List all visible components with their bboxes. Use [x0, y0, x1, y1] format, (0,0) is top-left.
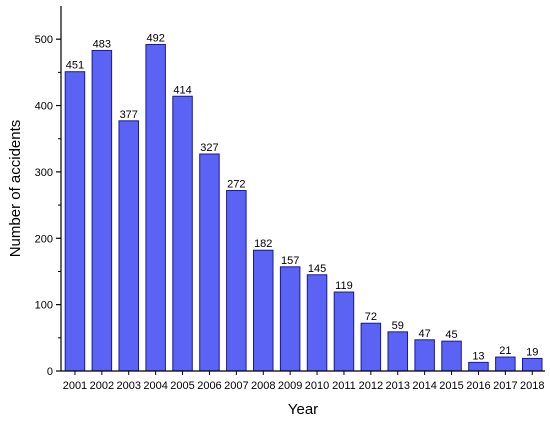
data-label-2013: 59 — [392, 320, 404, 332]
data-label-2004: 492 — [146, 32, 164, 44]
x-tick-label-2011: 2011 — [332, 380, 356, 392]
data-label-2006: 327 — [200, 142, 218, 154]
x-tick-label-2005: 2005 — [170, 380, 194, 392]
x-tick-label-2015: 2015 — [439, 380, 463, 392]
x-tick-label-2008: 2008 — [251, 380, 275, 392]
y-tick-label: 400 — [35, 101, 53, 113]
data-label-2012: 72 — [365, 311, 377, 323]
data-label-2015: 45 — [445, 329, 457, 341]
bar-2004 — [145, 43, 166, 372]
data-label-2018: 19 — [526, 346, 538, 358]
x-tick-label-2003: 2003 — [117, 380, 141, 392]
x-axis-title: Year — [288, 401, 318, 418]
bar-2016 — [468, 361, 489, 372]
bar-2003 — [118, 120, 139, 372]
data-label-2005: 414 — [173, 84, 191, 96]
bar-2017 — [495, 356, 516, 372]
data-label-2008: 182 — [254, 238, 272, 250]
bar-2006 — [199, 153, 220, 372]
x-tick-label-2012: 2012 — [359, 380, 383, 392]
data-label-2007: 272 — [227, 178, 245, 190]
x-tick-label-2004: 2004 — [143, 380, 167, 392]
data-label-2009: 157 — [281, 255, 299, 267]
data-label-2014: 47 — [419, 328, 431, 340]
x-tick-label-2010: 2010 — [305, 380, 329, 392]
x-tick-label-2016: 2016 — [466, 380, 490, 392]
x-axis-ticks: 2001 2002 2003 2004 2005 2006 2007 2008 2009 2010… — [63, 371, 544, 392]
data-label-2011: 119 — [335, 280, 353, 292]
data-label-2010: 145 — [308, 263, 326, 275]
x-tick-label-2018: 2018 — [520, 380, 544, 392]
y-tick-label: 100 — [35, 300, 53, 312]
bar-2002 — [91, 49, 113, 372]
bar-2005 — [172, 95, 193, 372]
x-tick-label-2002: 2002 — [90, 380, 114, 392]
y-tick-label: 200 — [35, 233, 53, 245]
x-tick-label-2001: 2001 — [63, 380, 87, 392]
bar-2011 — [333, 291, 355, 372]
x-tick-label-2006: 2006 — [197, 380, 221, 392]
bar-2001 — [64, 71, 86, 372]
x-tick-label-2007: 2007 — [224, 380, 248, 392]
y-tick-label: 300 — [35, 167, 53, 179]
bars-group — [64, 43, 543, 372]
bar-2014 — [414, 339, 435, 372]
x-tick-label-2014: 2014 — [412, 380, 436, 392]
bar-2013 — [387, 331, 408, 372]
bar-2009 — [279, 266, 301, 372]
x-tick-label-2013: 2013 — [386, 380, 410, 392]
bar-2008 — [253, 249, 274, 372]
y-axis-title: Number of accidents — [7, 120, 24, 258]
bar-2018 — [522, 357, 543, 372]
bar-2007 — [226, 189, 247, 372]
x-tick-label-2017: 2017 — [493, 380, 517, 392]
data-label-2017: 21 — [499, 345, 511, 357]
bar-2012 — [360, 322, 382, 372]
x-tick-label-2009: 2009 — [278, 380, 302, 392]
data-labels-group: 451 483 377 492 414 327 272 182 157 145 119 72 59 47 4… — [66, 32, 539, 362]
y-axis-ticks: 0 100 200 300 400 500 — [35, 34, 61, 378]
data-label-2016: 13 — [472, 350, 484, 362]
data-label-2001: 451 — [66, 60, 84, 72]
y-tick-label: 500 — [35, 34, 53, 46]
bar-2015 — [441, 340, 462, 372]
data-label-2003: 377 — [120, 109, 138, 121]
bar-2010 — [306, 274, 328, 372]
data-label-2002: 483 — [93, 38, 111, 50]
y-tick-label: 0 — [47, 366, 53, 378]
